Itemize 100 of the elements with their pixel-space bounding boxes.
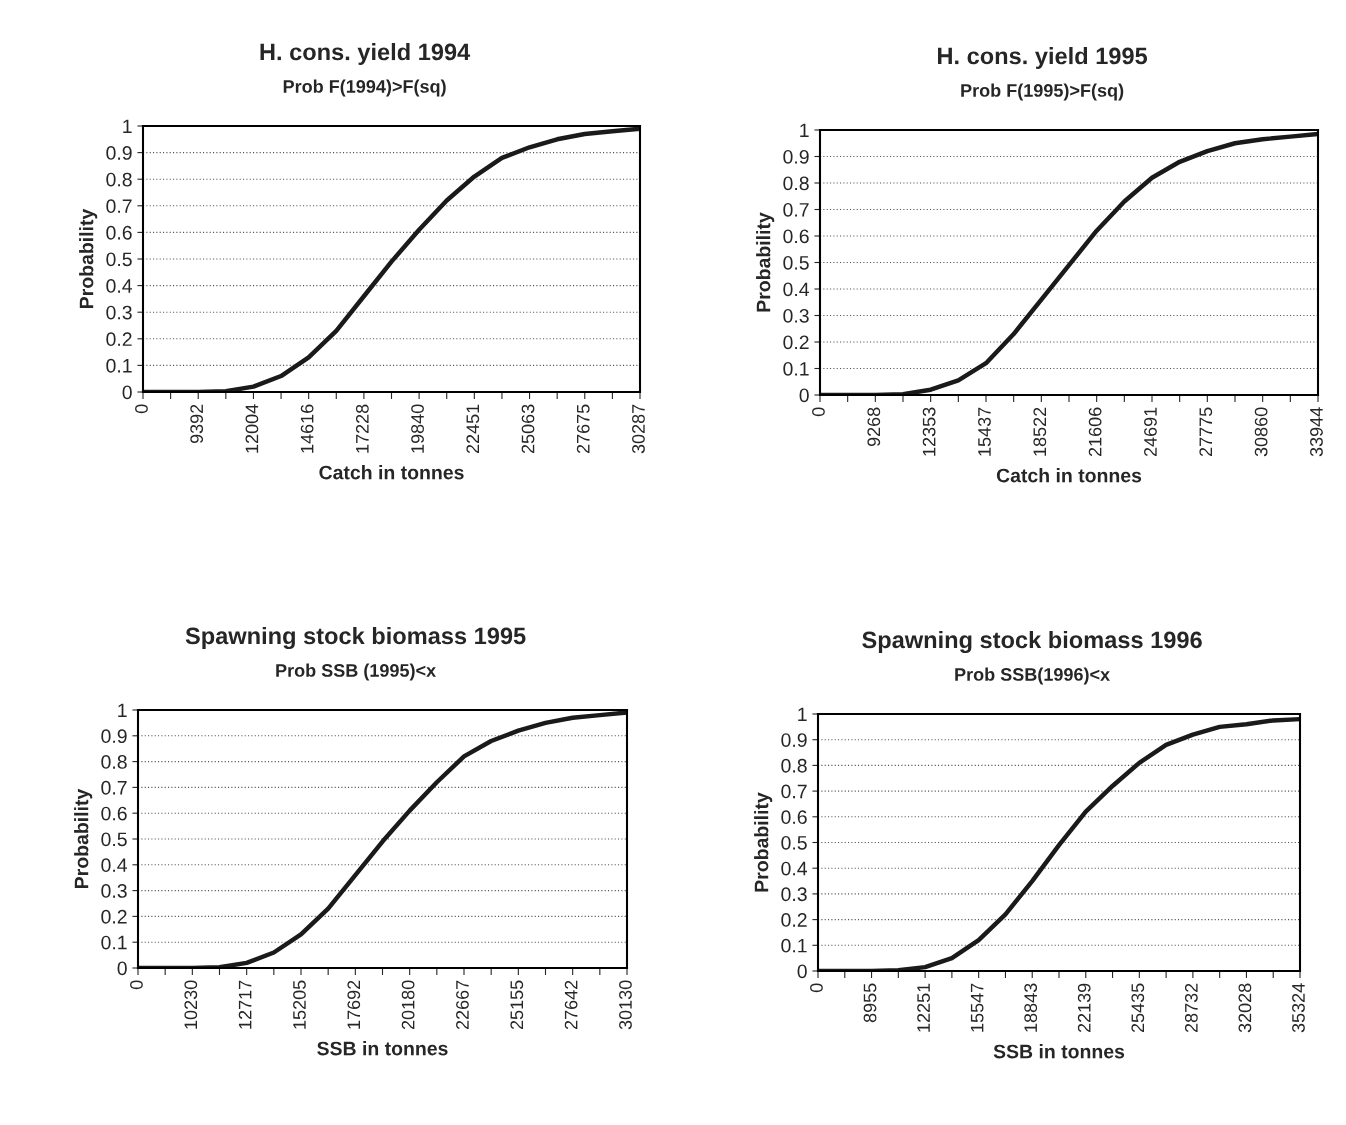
x-tick-label: 18522 <box>1033 407 1047 456</box>
y-tick-label: 0 <box>117 961 127 976</box>
x-tick-label: 15547 <box>970 983 984 1032</box>
x-tick-label: 15437 <box>978 407 991 456</box>
y-tick-label: 0.8 <box>781 758 807 773</box>
chart-title: H. cons. yield 1994 <box>260 43 471 65</box>
y-tick-label: 0.3 <box>106 305 132 320</box>
x-tick-label: 8955 <box>863 983 877 1023</box>
x-tick-label: 30287 <box>632 404 645 454</box>
y-axis-title: Probability <box>756 212 775 312</box>
x-tick-label: 21606 <box>1088 407 1102 457</box>
y-tick-label: 0 <box>122 385 132 400</box>
x-tick-label: 0 <box>810 983 823 993</box>
x-tick-label: 28732 <box>1184 983 1198 1033</box>
y-tick-label: 1 <box>798 707 807 722</box>
line-series <box>143 126 640 392</box>
x-tick-label: 12717 <box>238 980 252 1029</box>
x-tick-label: 12353 <box>922 407 936 456</box>
x-tick-label: 0 <box>812 407 825 417</box>
y-tick-label: 0.5 <box>106 252 132 267</box>
y-tick-label: 0.9 <box>783 149 809 164</box>
chart-subtitle: Prob F(1994)>F(sq) <box>283 79 446 97</box>
y-tick-label: 0.8 <box>106 172 132 187</box>
y-tick-label: 1 <box>800 123 809 138</box>
x-tick-label: 25435 <box>1131 983 1145 1033</box>
y-tick-label: 0.7 <box>781 784 807 799</box>
line-series <box>138 710 627 968</box>
y-tick-label: 0.7 <box>783 202 809 217</box>
x-tick-label: 22139 <box>1077 983 1091 1033</box>
y-tick-label: 0.1 <box>106 358 132 373</box>
y-tick-label: 0.4 <box>101 858 128 873</box>
x-tick-label: 18843 <box>1024 983 1038 1032</box>
x-tick-label: 25155 <box>510 980 524 1030</box>
x-tick-label: 22667 <box>456 980 469 1030</box>
y-tick-label: 0.3 <box>101 884 127 898</box>
y-tick-label: 0.6 <box>101 806 127 821</box>
y-tick-label: 0.7 <box>106 199 132 214</box>
y-tick-label: 0.9 <box>781 733 807 747</box>
y-tick-label: 0.4 <box>106 279 133 293</box>
y-tick-label: 0.3 <box>783 308 809 323</box>
y-tick-label: 0.5 <box>101 832 127 847</box>
chart-subtitle: Prob F(1995)>F(sq) <box>961 83 1124 101</box>
y-tick-label: 0.6 <box>106 225 132 240</box>
y-tick-label: 0.4 <box>781 861 808 876</box>
x-tick-label: 0 <box>135 404 148 414</box>
x-tick-label: 30130 <box>619 980 632 1030</box>
y-tick-label: 0.6 <box>781 810 807 825</box>
x-axis-title: SSB in tonnes <box>317 1041 448 1056</box>
x-tick-label: 17692 <box>347 980 361 1029</box>
y-tick-label: 0.2 <box>106 332 132 347</box>
x-tick-label: 9392 <box>190 404 204 444</box>
x-tick-label: 12251 <box>917 983 930 1032</box>
y-tick-label: 0.1 <box>101 935 127 950</box>
x-tick-label: 20180 <box>401 980 415 1030</box>
y-tick-label: 0.2 <box>783 335 809 350</box>
chart-subtitle: Prob SSB (1995)<x <box>276 663 436 681</box>
x-tick-label: 12004 <box>245 404 259 453</box>
y-tick-label: 0.1 <box>783 361 809 376</box>
x-axis-title: SSB in tonnes <box>993 1044 1125 1059</box>
y-tick-label: 0.8 <box>101 755 127 769</box>
y-tick-label: 0.1 <box>781 938 807 953</box>
x-tick-label: 30860 <box>1254 407 1268 457</box>
y-tick-label: 0.3 <box>781 887 807 902</box>
y-tick-label: 0.2 <box>101 909 127 924</box>
y-axis-title: Probability <box>74 788 93 888</box>
x-tick-label: 35324 <box>1292 983 1305 1033</box>
x-tick-label: 32028 <box>1238 983 1252 1033</box>
x-tick-label: 22451 <box>466 404 480 454</box>
x-axis-title: Catch in tonnes <box>319 465 464 480</box>
chart-title: Spawning stock biomass 1996 <box>862 630 1202 654</box>
y-tick-label: 0.7 <box>101 780 127 795</box>
x-tick-label: 19840 <box>411 404 424 453</box>
y-tick-label: 0.5 <box>781 835 807 850</box>
x-tick-label: 27675 <box>576 404 590 454</box>
x-tick-label: 15205 <box>293 980 306 1029</box>
y-tick-label: 0.8 <box>783 176 809 191</box>
y-tick-label: 0.2 <box>781 913 807 927</box>
x-tick-label: 24691 <box>1144 407 1157 457</box>
chart-subtitle: Prob SSB(1996)<x <box>955 667 1110 685</box>
x-tick-label: 33944 <box>1310 407 1323 457</box>
y-tick-label: 0.9 <box>106 146 132 160</box>
x-tick-label: 27642 <box>564 980 578 1030</box>
x-tick-label: 25063 <box>521 404 535 454</box>
x-tick-label: 9268 <box>867 407 881 447</box>
y-axis-title: Probability <box>754 792 773 892</box>
chart-title: Spawning stock biomass 1995 <box>185 626 526 650</box>
line-series <box>818 716 1300 971</box>
chart-title: H. cons. yield 1995 <box>938 47 1148 69</box>
y-axis-title: Probability <box>79 208 98 308</box>
x-tick-label: 27775 <box>1199 407 1213 457</box>
y-tick-label: 0 <box>799 388 809 403</box>
y-tick-label: 0.5 <box>783 255 809 270</box>
y-tick-label: 0 <box>797 964 807 979</box>
y-tick-label: 1 <box>123 119 132 134</box>
x-tick-label: 17228 <box>355 404 369 453</box>
y-tick-label: 0.6 <box>783 229 809 244</box>
x-tick-label: 10230 <box>184 980 198 1029</box>
x-axis-title: Catch in tonnes <box>996 468 1142 483</box>
y-tick-label: 1 <box>118 703 127 718</box>
x-tick-label: 14616 <box>300 404 314 453</box>
